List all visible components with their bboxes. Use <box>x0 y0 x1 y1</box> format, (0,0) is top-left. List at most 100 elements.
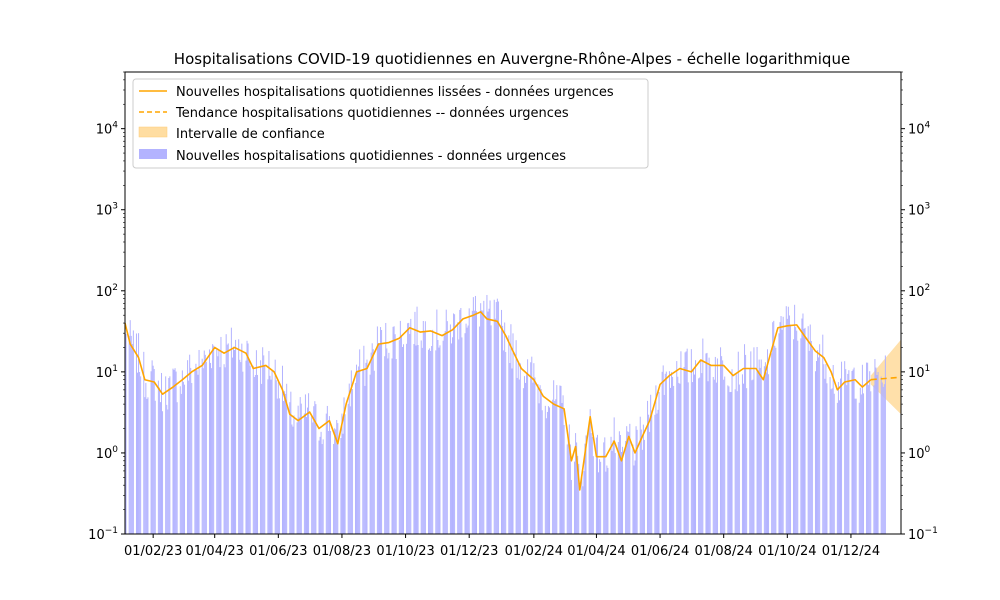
bar <box>641 449 643 534</box>
bar <box>173 369 175 534</box>
bar <box>372 349 374 534</box>
bar <box>158 387 160 534</box>
bar <box>391 358 393 534</box>
bar <box>446 321 448 534</box>
y-tick-label-left-5: 104 <box>96 121 119 138</box>
bar <box>603 442 605 534</box>
bar <box>357 370 359 534</box>
bar <box>648 414 650 534</box>
bar <box>195 363 197 534</box>
bar <box>832 365 834 534</box>
bar <box>359 349 361 534</box>
bar <box>604 437 606 534</box>
trend-line <box>870 376 902 381</box>
bar <box>617 442 619 534</box>
bar <box>620 451 622 534</box>
bar <box>409 333 411 534</box>
bar <box>137 372 139 534</box>
bar <box>786 318 788 534</box>
bar <box>781 329 783 534</box>
bar <box>502 325 504 534</box>
bar <box>247 343 249 534</box>
bar <box>232 346 234 534</box>
bar <box>626 426 628 534</box>
bar <box>268 351 270 534</box>
bar <box>464 333 466 534</box>
bar <box>377 342 379 534</box>
bar <box>290 391 292 534</box>
bar <box>793 339 795 534</box>
bar <box>628 432 630 534</box>
bar <box>187 360 189 534</box>
bar <box>267 379 269 534</box>
bar <box>880 376 882 534</box>
bar <box>147 397 149 534</box>
legend-label-smoothed: Nouvelles hospitalisations quotidiennes … <box>176 85 614 100</box>
bar <box>738 384 740 534</box>
bar <box>355 382 357 534</box>
bar <box>351 388 353 534</box>
bar <box>132 330 134 534</box>
bar <box>592 456 594 534</box>
bar <box>437 339 439 534</box>
bar <box>873 385 875 534</box>
bar <box>204 354 206 534</box>
bar <box>130 335 132 534</box>
bar <box>319 436 321 534</box>
bar <box>385 322 387 534</box>
bar <box>208 349 210 534</box>
bar <box>406 343 408 534</box>
bar <box>868 385 870 534</box>
legend-label-ci: Intervalle de confiance <box>176 127 325 142</box>
bar <box>284 391 286 534</box>
bar <box>342 433 344 534</box>
bar <box>837 382 839 534</box>
bar <box>362 369 364 534</box>
bar <box>561 402 563 534</box>
bar <box>432 329 434 534</box>
x-tick-label-8: 01/06/24 <box>631 544 689 559</box>
bar <box>326 405 328 534</box>
bar <box>151 360 153 534</box>
bar <box>590 433 592 534</box>
bar <box>146 398 148 534</box>
chart-title: Hospitalisations COVID-19 quotidiennes e… <box>174 50 850 68</box>
bar <box>365 362 367 534</box>
bar <box>296 422 298 534</box>
y-tick-label-right-2: 101 <box>908 364 930 381</box>
bar <box>720 347 722 534</box>
bar <box>343 397 345 534</box>
bar <box>223 364 225 534</box>
bar <box>627 431 629 534</box>
bar <box>366 359 368 534</box>
bar <box>797 340 799 534</box>
bar <box>773 320 775 534</box>
bar <box>702 338 704 534</box>
bar <box>297 405 299 534</box>
bar <box>180 393 182 534</box>
x-tick-label-4: 01/10/23 <box>376 544 434 559</box>
bar <box>860 394 862 534</box>
bar <box>853 367 855 534</box>
x-tick-label-5: 01/12/23 <box>440 544 498 559</box>
bar <box>677 376 679 534</box>
bar <box>802 313 804 534</box>
bar <box>664 373 666 534</box>
bar <box>817 350 819 534</box>
bar <box>429 348 431 534</box>
bar <box>460 308 462 534</box>
bar <box>175 371 177 534</box>
bar <box>334 428 336 534</box>
confidence-band <box>870 339 901 415</box>
bar <box>474 295 476 534</box>
bar <box>400 336 402 534</box>
bar <box>753 347 755 534</box>
bar <box>305 417 307 534</box>
bar <box>771 353 773 534</box>
bar <box>519 363 521 534</box>
bar <box>333 443 335 534</box>
y-tick-label-right-1: 100 <box>908 445 931 462</box>
bar <box>212 344 214 534</box>
bar <box>651 410 653 534</box>
